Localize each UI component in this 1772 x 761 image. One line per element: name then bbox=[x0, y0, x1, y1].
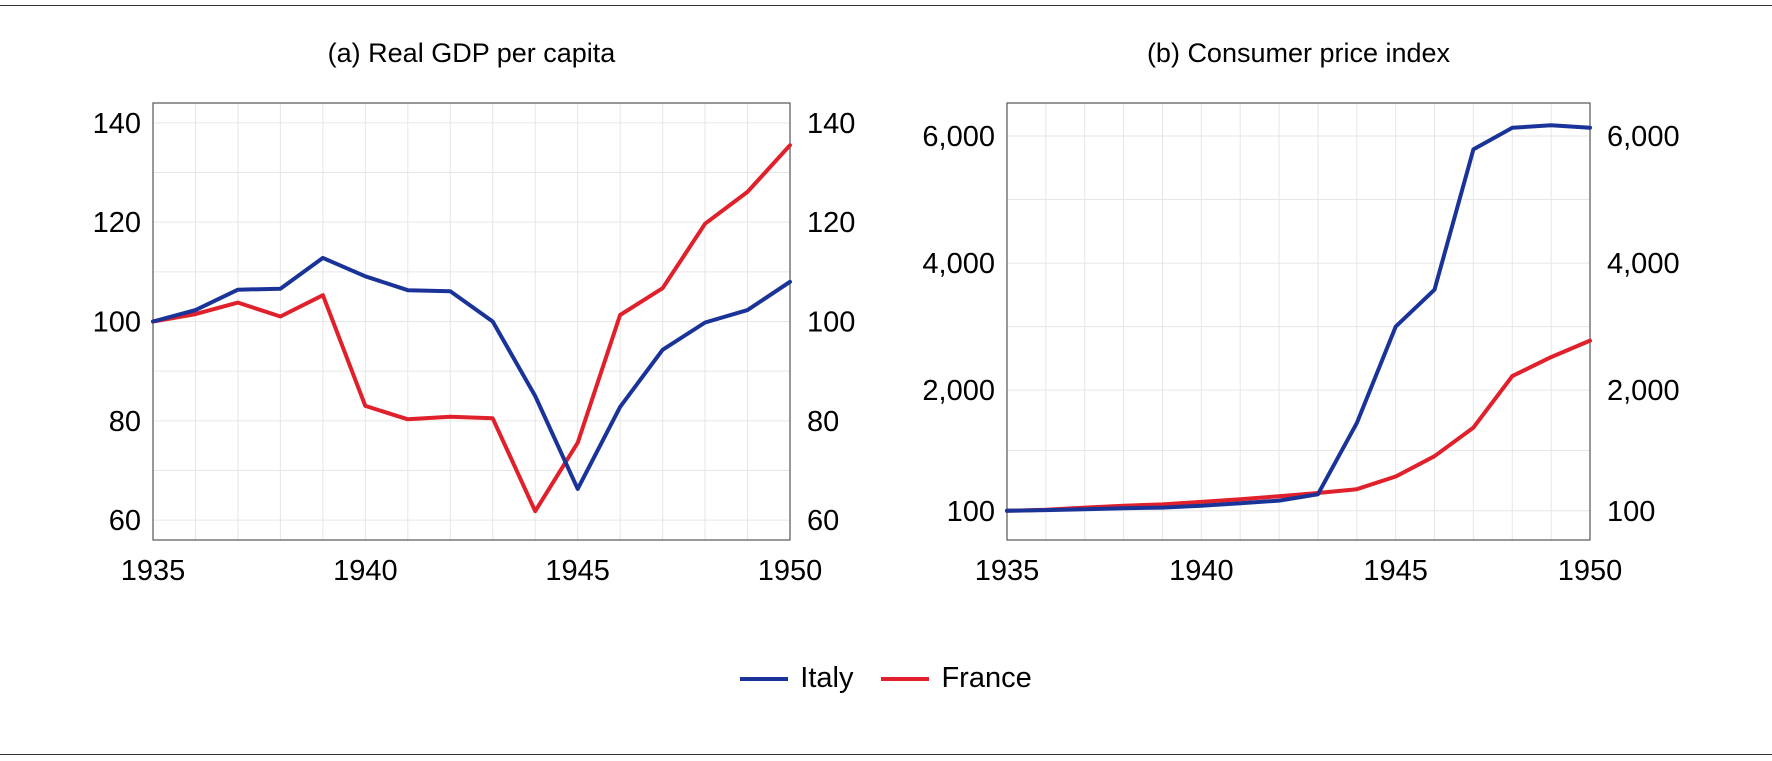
x-tick-label: 1940 bbox=[1169, 555, 1234, 587]
y-tick-label-right: 6,000 bbox=[1607, 121, 1680, 153]
plot-frame bbox=[1006, 102, 1591, 541]
y-tick-label-right: 4,000 bbox=[1607, 248, 1680, 280]
legend-swatch-italy bbox=[740, 676, 789, 681]
y-tick-label-right: 140 bbox=[807, 108, 855, 140]
y-tick-label-right: 60 bbox=[807, 505, 839, 537]
legend-label-italy: Italy bbox=[800, 662, 854, 694]
legend-item-italy: Italy bbox=[740, 662, 853, 695]
x-tick-label: 1945 bbox=[1363, 555, 1428, 587]
x-tick-label: 1940 bbox=[333, 555, 398, 587]
y-tick-label-left: 80 bbox=[109, 406, 141, 438]
panel-real-gdp: (a) Real GDP per capita 1935 1940 1945 1950 6… bbox=[93, 38, 856, 587]
x-tick-label: 1950 bbox=[1558, 555, 1623, 587]
y-tick-label-left: 120 bbox=[93, 207, 141, 239]
bottom-rule bbox=[0, 754, 1772, 755]
y-tick-label-left: 6,000 bbox=[922, 121, 995, 153]
chart-title: (a) Real GDP per capita bbox=[328, 38, 617, 68]
y-tick-label-left: 60 bbox=[109, 505, 141, 537]
top-rule bbox=[0, 5, 1772, 6]
y-tick-label-right: 2,000 bbox=[1607, 375, 1680, 407]
chart-title: (b) Consumer price index bbox=[1147, 38, 1451, 68]
legend-item-france: France bbox=[881, 662, 1032, 695]
y-tick-label-left: 100 bbox=[947, 496, 995, 528]
y-tick-label-left: 100 bbox=[93, 307, 141, 339]
series-line-france bbox=[1005, 338, 1592, 513]
y-tick-label-left: 140 bbox=[93, 108, 141, 140]
x-tick-label: 1950 bbox=[758, 555, 823, 587]
x-tick-label: 1935 bbox=[975, 555, 1040, 587]
y-tick-label-right: 80 bbox=[807, 406, 839, 438]
y-tick-label-right: 120 bbox=[807, 207, 855, 239]
legend-swatch-france bbox=[881, 676, 930, 681]
series-line-italy bbox=[1005, 123, 1592, 513]
y-tick-label-right: 100 bbox=[1607, 496, 1655, 528]
y-tick-label-right: 100 bbox=[807, 307, 855, 339]
series-line-italy bbox=[151, 255, 792, 491]
x-tick-label: 1935 bbox=[121, 555, 186, 587]
series-line-france bbox=[151, 143, 792, 514]
legend: Italy France bbox=[0, 662, 1772, 695]
x-tick-label: 1945 bbox=[545, 555, 610, 587]
legend-label-france: France bbox=[941, 662, 1032, 694]
y-tick-label-left: 4,000 bbox=[922, 248, 995, 280]
panel-consumer-price-index: (b) Consumer price index 1935 1940 1945 1950… bbox=[922, 38, 1679, 587]
y-tick-label-left: 2,000 bbox=[922, 375, 995, 407]
